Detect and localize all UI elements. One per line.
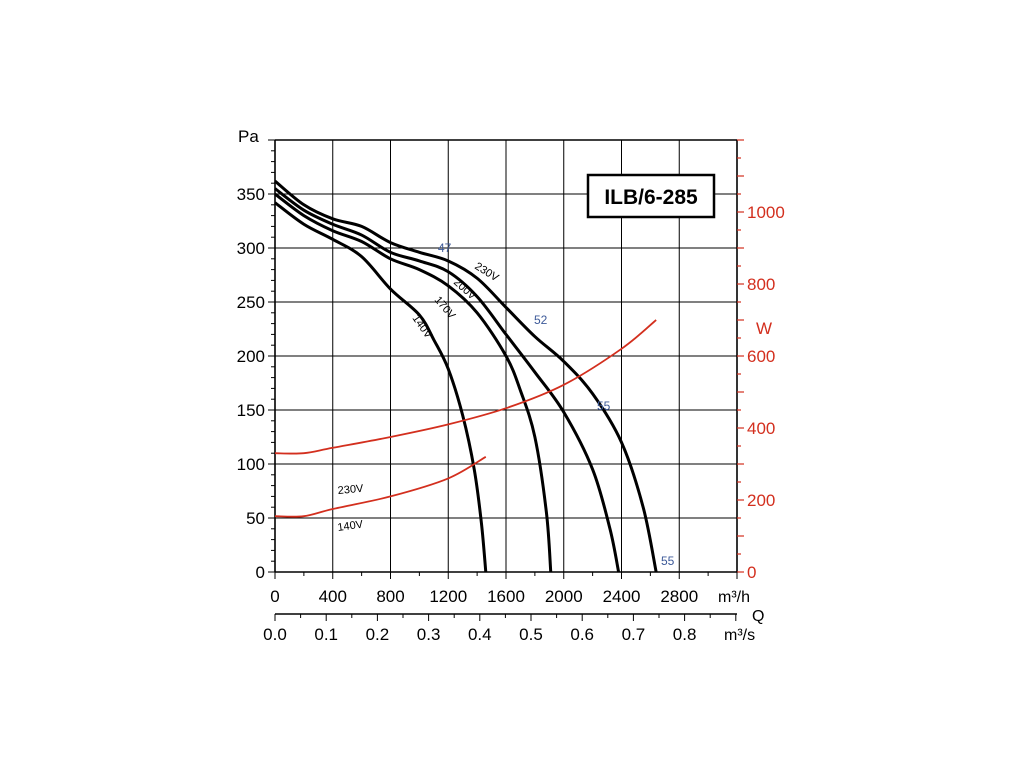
x-tick-label: 400 — [319, 587, 347, 606]
x2-tick-label: 0.1 — [314, 625, 338, 644]
y-tick-label: 0 — [256, 563, 265, 582]
y-tick-label: 50 — [246, 509, 265, 528]
power-curve-230v — [274, 319, 657, 455]
x2-tick-label: 0.4 — [468, 625, 492, 644]
y2-tick-label: 200 — [747, 491, 775, 510]
x-tick-label: 800 — [376, 587, 404, 606]
efficiency-label: 47 — [438, 241, 452, 255]
y-tick-label: 100 — [237, 455, 265, 474]
power-label-230v: 230V — [337, 483, 364, 497]
y2-tick-label: 600 — [747, 347, 775, 366]
x-tick-label: 2800 — [660, 587, 698, 606]
x-tick-label: 2400 — [603, 587, 641, 606]
x2-tick-label: 0.3 — [417, 625, 441, 644]
pressure-curve-200v — [274, 187, 621, 573]
chart-title: ILB/6-285 — [604, 186, 698, 209]
power-label-140v: 140V — [337, 518, 365, 534]
flow-unit-label: m³/h — [718, 589, 750, 606]
pressure-curve-230v — [274, 179, 658, 573]
efficiency-label: 52 — [534, 313, 548, 327]
x2-tick-label: 0.0 — [263, 625, 287, 644]
y-tick-label: 350 — [237, 185, 265, 204]
y-tick-label: 300 — [237, 239, 265, 258]
y-tick-label: 200 — [237, 347, 265, 366]
efficiency-label: 55 — [661, 554, 675, 568]
right-axis-label: W — [756, 319, 772, 338]
x2-tick-label: 0.6 — [570, 625, 594, 644]
y2-tick-label: 1000 — [747, 203, 785, 222]
chart-curves — [274, 179, 658, 573]
y-tick-label: 250 — [237, 293, 265, 312]
x2-tick-label: 0.8 — [673, 625, 697, 644]
x-tick-label: 2000 — [545, 587, 583, 606]
pressure-curve-140v — [274, 201, 488, 573]
curve-label-230v: 230V — [472, 260, 501, 284]
second-unit-label: m³/s — [724, 627, 755, 644]
curve-label-170v: 170V — [432, 294, 458, 322]
left-axis-label: Pa — [238, 127, 259, 146]
x-tick-label: 1600 — [487, 587, 525, 606]
y-tick-label: 150 — [237, 401, 265, 420]
x2-tick-label: 0.5 — [519, 625, 543, 644]
y2-tick-label: 400 — [747, 419, 775, 438]
x-tick-label: 1200 — [429, 587, 467, 606]
x2-tick-label: 0.7 — [622, 625, 646, 644]
q-label: Q — [752, 608, 764, 625]
y2-tick-label: 800 — [747, 275, 775, 294]
y2-tick-label: 0 — [747, 563, 756, 582]
title-box — [586, 173, 716, 219]
power-curve-140v — [274, 456, 487, 518]
chart-labels: 0 50 100 150 200 250 300 350 0 200 400 600 800 1000 0 4… — [237, 185, 785, 644]
x2-tick-label: 0.2 — [366, 625, 390, 644]
minor-ticks — [268, 139, 744, 621]
x-tick-label: 0 — [270, 587, 279, 606]
pressure-curve-170v — [274, 192, 553, 573]
efficiency-label: 55 — [597, 399, 611, 413]
